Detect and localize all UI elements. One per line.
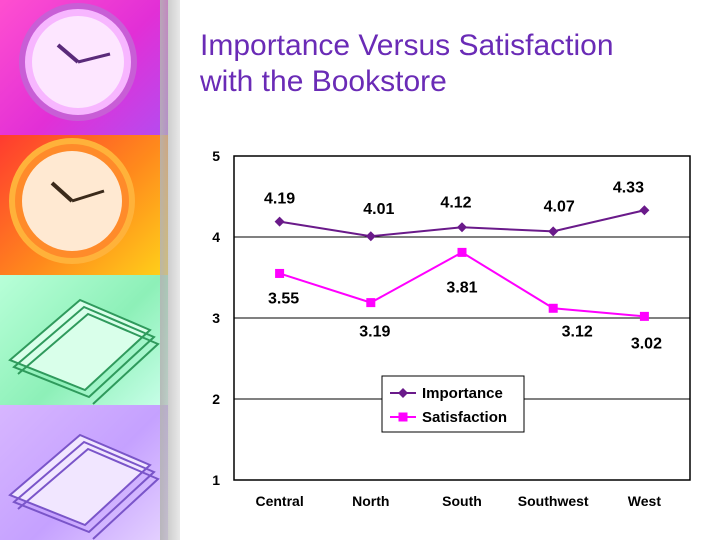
y-tick-label: 2 [212, 391, 220, 407]
x-tick-label: Southwest [518, 493, 589, 509]
importance-marker [274, 216, 285, 227]
sidebar-shadow [160, 0, 180, 540]
paper-stack-image [0, 275, 168, 405]
paper-stack-icon [8, 433, 160, 540]
data-labels: 4.19 4.01 4.12 4.07 4.33 3.55 3.19 3.81 3.12 3.02 [264, 179, 662, 352]
clock-image [0, 0, 168, 135]
data-label: 3.02 [631, 335, 662, 352]
x-tick-label: North [352, 493, 389, 509]
satisfaction-marker [639, 311, 649, 321]
data-label: 4.07 [544, 198, 575, 215]
slide-title-line-1: Importance Versus Satisfaction [200, 29, 614, 62]
clock-icon [19, 3, 137, 121]
satisfaction-marker [457, 247, 467, 257]
importance-marker [365, 231, 376, 242]
chart-legend: Importance Satisfaction [381, 375, 525, 433]
x-axis-ticks: Central North South Southwest West [255, 493, 661, 509]
satisfaction-marker [275, 268, 285, 278]
legend-label: Importance [422, 385, 503, 402]
x-tick-label: West [628, 493, 662, 509]
paper-stack-image [0, 405, 168, 540]
data-label: 4.01 [363, 201, 394, 218]
importance-marker [639, 205, 650, 216]
data-label: 3.19 [359, 324, 390, 341]
chart-canvas: 1 2 3 4 5 Central North South Southwest West 4.1… [212, 148, 691, 509]
legend-box [381, 375, 525, 433]
data-label: 3.12 [562, 323, 593, 340]
satisfaction-marker [366, 298, 376, 308]
y-tick-label: 1 [212, 472, 220, 488]
data-label: 4.19 [264, 191, 295, 208]
x-tick-label: Central [255, 493, 303, 509]
data-label: 4.12 [440, 194, 471, 211]
legend-marker [398, 412, 408, 422]
clock-image [0, 135, 168, 275]
slide-title-line-2: with the Bookstore [200, 65, 447, 98]
legend-marker [398, 388, 408, 398]
importance-marker [548, 226, 559, 237]
y-tick-label: 5 [212, 148, 220, 164]
y-axis-ticks: 1 2 3 4 5 [212, 148, 220, 488]
slide-title: Importance Versus Satisfaction with the … [200, 28, 700, 100]
x-tick-label: South [442, 493, 482, 509]
clock-icon [9, 138, 135, 264]
y-tick-label: 3 [212, 310, 220, 326]
satisfaction-marker [548, 303, 558, 313]
line-chart: 1 2 3 4 5 Central North South Southwest West 4.1… [196, 142, 700, 526]
legend-label: Satisfaction [422, 409, 507, 426]
decorative-sidebar [0, 0, 180, 540]
importance-marker [457, 222, 467, 233]
paper-stack-icon [8, 298, 160, 405]
data-label: 4.33 [613, 179, 644, 196]
data-label: 3.55 [268, 290, 299, 307]
series-group [274, 205, 650, 321]
data-label: 3.81 [446, 279, 477, 296]
y-tick-label: 4 [212, 229, 220, 245]
